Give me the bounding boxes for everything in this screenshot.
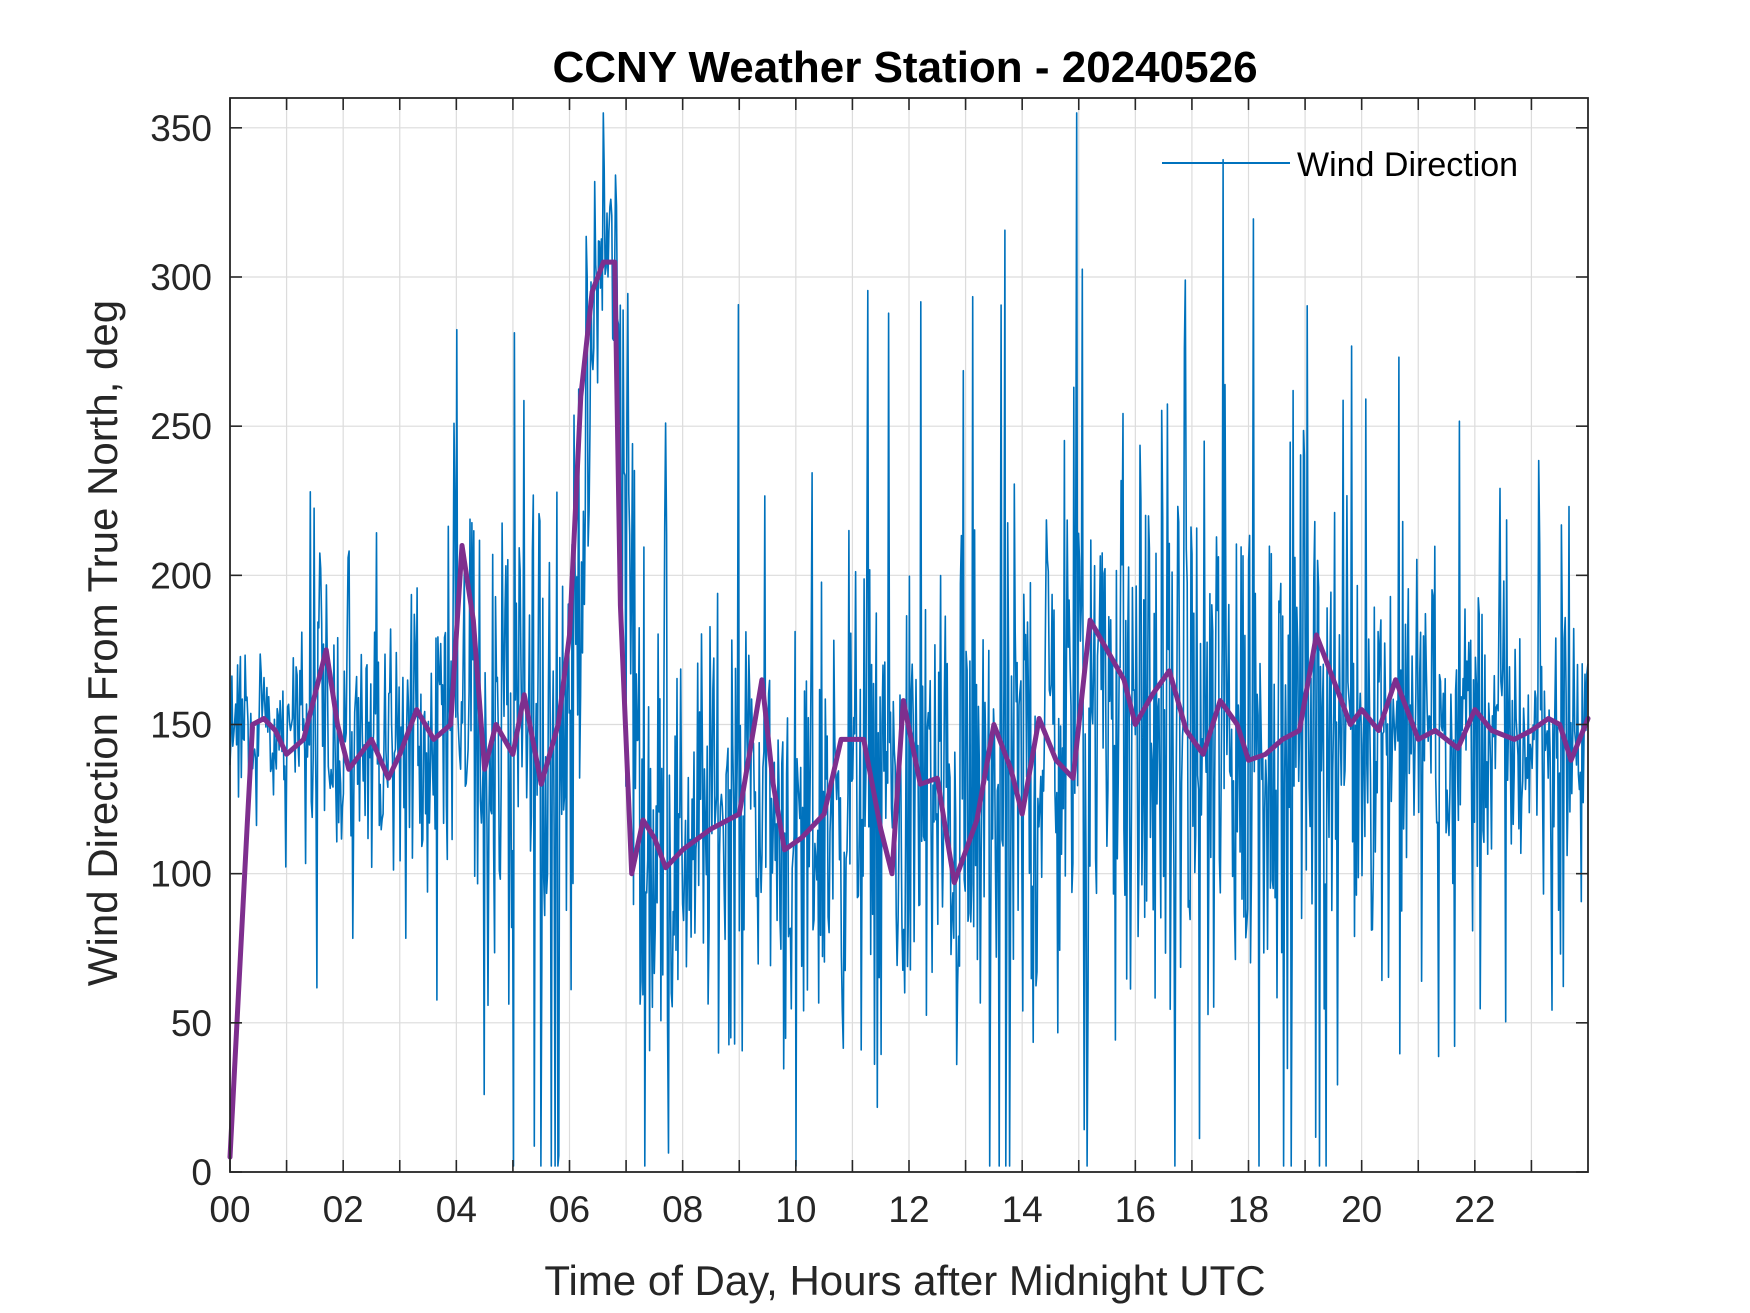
x-tick-label: 16 bbox=[1115, 1189, 1156, 1230]
x-tick-label: 06 bbox=[549, 1189, 590, 1230]
x-tick-label: 02 bbox=[323, 1189, 364, 1230]
wind-direction-series-line bbox=[229, 112, 1589, 1167]
x-tick-label: 20 bbox=[1341, 1189, 1382, 1230]
chart-title: CCNY Weather Station - 20240526 bbox=[552, 43, 1257, 92]
x-axis-label: Time of Day, Hours after Midnight UTC bbox=[544, 1257, 1265, 1304]
axis-ticks bbox=[229, 98, 1588, 1173]
y-tick-label: 300 bbox=[150, 257, 212, 298]
x-tick-label: 00 bbox=[209, 1189, 250, 1230]
running-mean-series-line bbox=[227, 259, 1591, 1160]
y-tick-label: 100 bbox=[150, 854, 212, 895]
x-tick-label: 14 bbox=[1002, 1189, 1043, 1230]
plot-data bbox=[227, 112, 1591, 1167]
legend: Wind Direction bbox=[1162, 146, 1518, 184]
x-tick-label: 04 bbox=[436, 1189, 477, 1230]
y-tick-label: 350 bbox=[150, 108, 212, 149]
x-tick-label: 12 bbox=[888, 1189, 929, 1230]
y-tick-label: 150 bbox=[150, 705, 212, 746]
y-tick-label: 50 bbox=[171, 1003, 212, 1044]
y-axis-label: Wind Direction From True North, deg bbox=[79, 300, 126, 986]
x-tick-label: 18 bbox=[1228, 1189, 1269, 1230]
x-tick-label: 08 bbox=[662, 1189, 703, 1230]
x-tick-label: 22 bbox=[1454, 1189, 1495, 1230]
y-tick-label: 0 bbox=[191, 1152, 212, 1193]
y-tick-label: 200 bbox=[150, 555, 212, 596]
y-tick-label: 250 bbox=[150, 406, 212, 447]
legend-label-wind-direction: Wind Direction bbox=[1297, 146, 1518, 184]
tick-labels: 00 02 04 06 08 10 12 14 16 18 20 22 0 50 100 150 200 250 3… bbox=[150, 108, 1495, 1230]
x-tick-label: 10 bbox=[775, 1189, 816, 1230]
